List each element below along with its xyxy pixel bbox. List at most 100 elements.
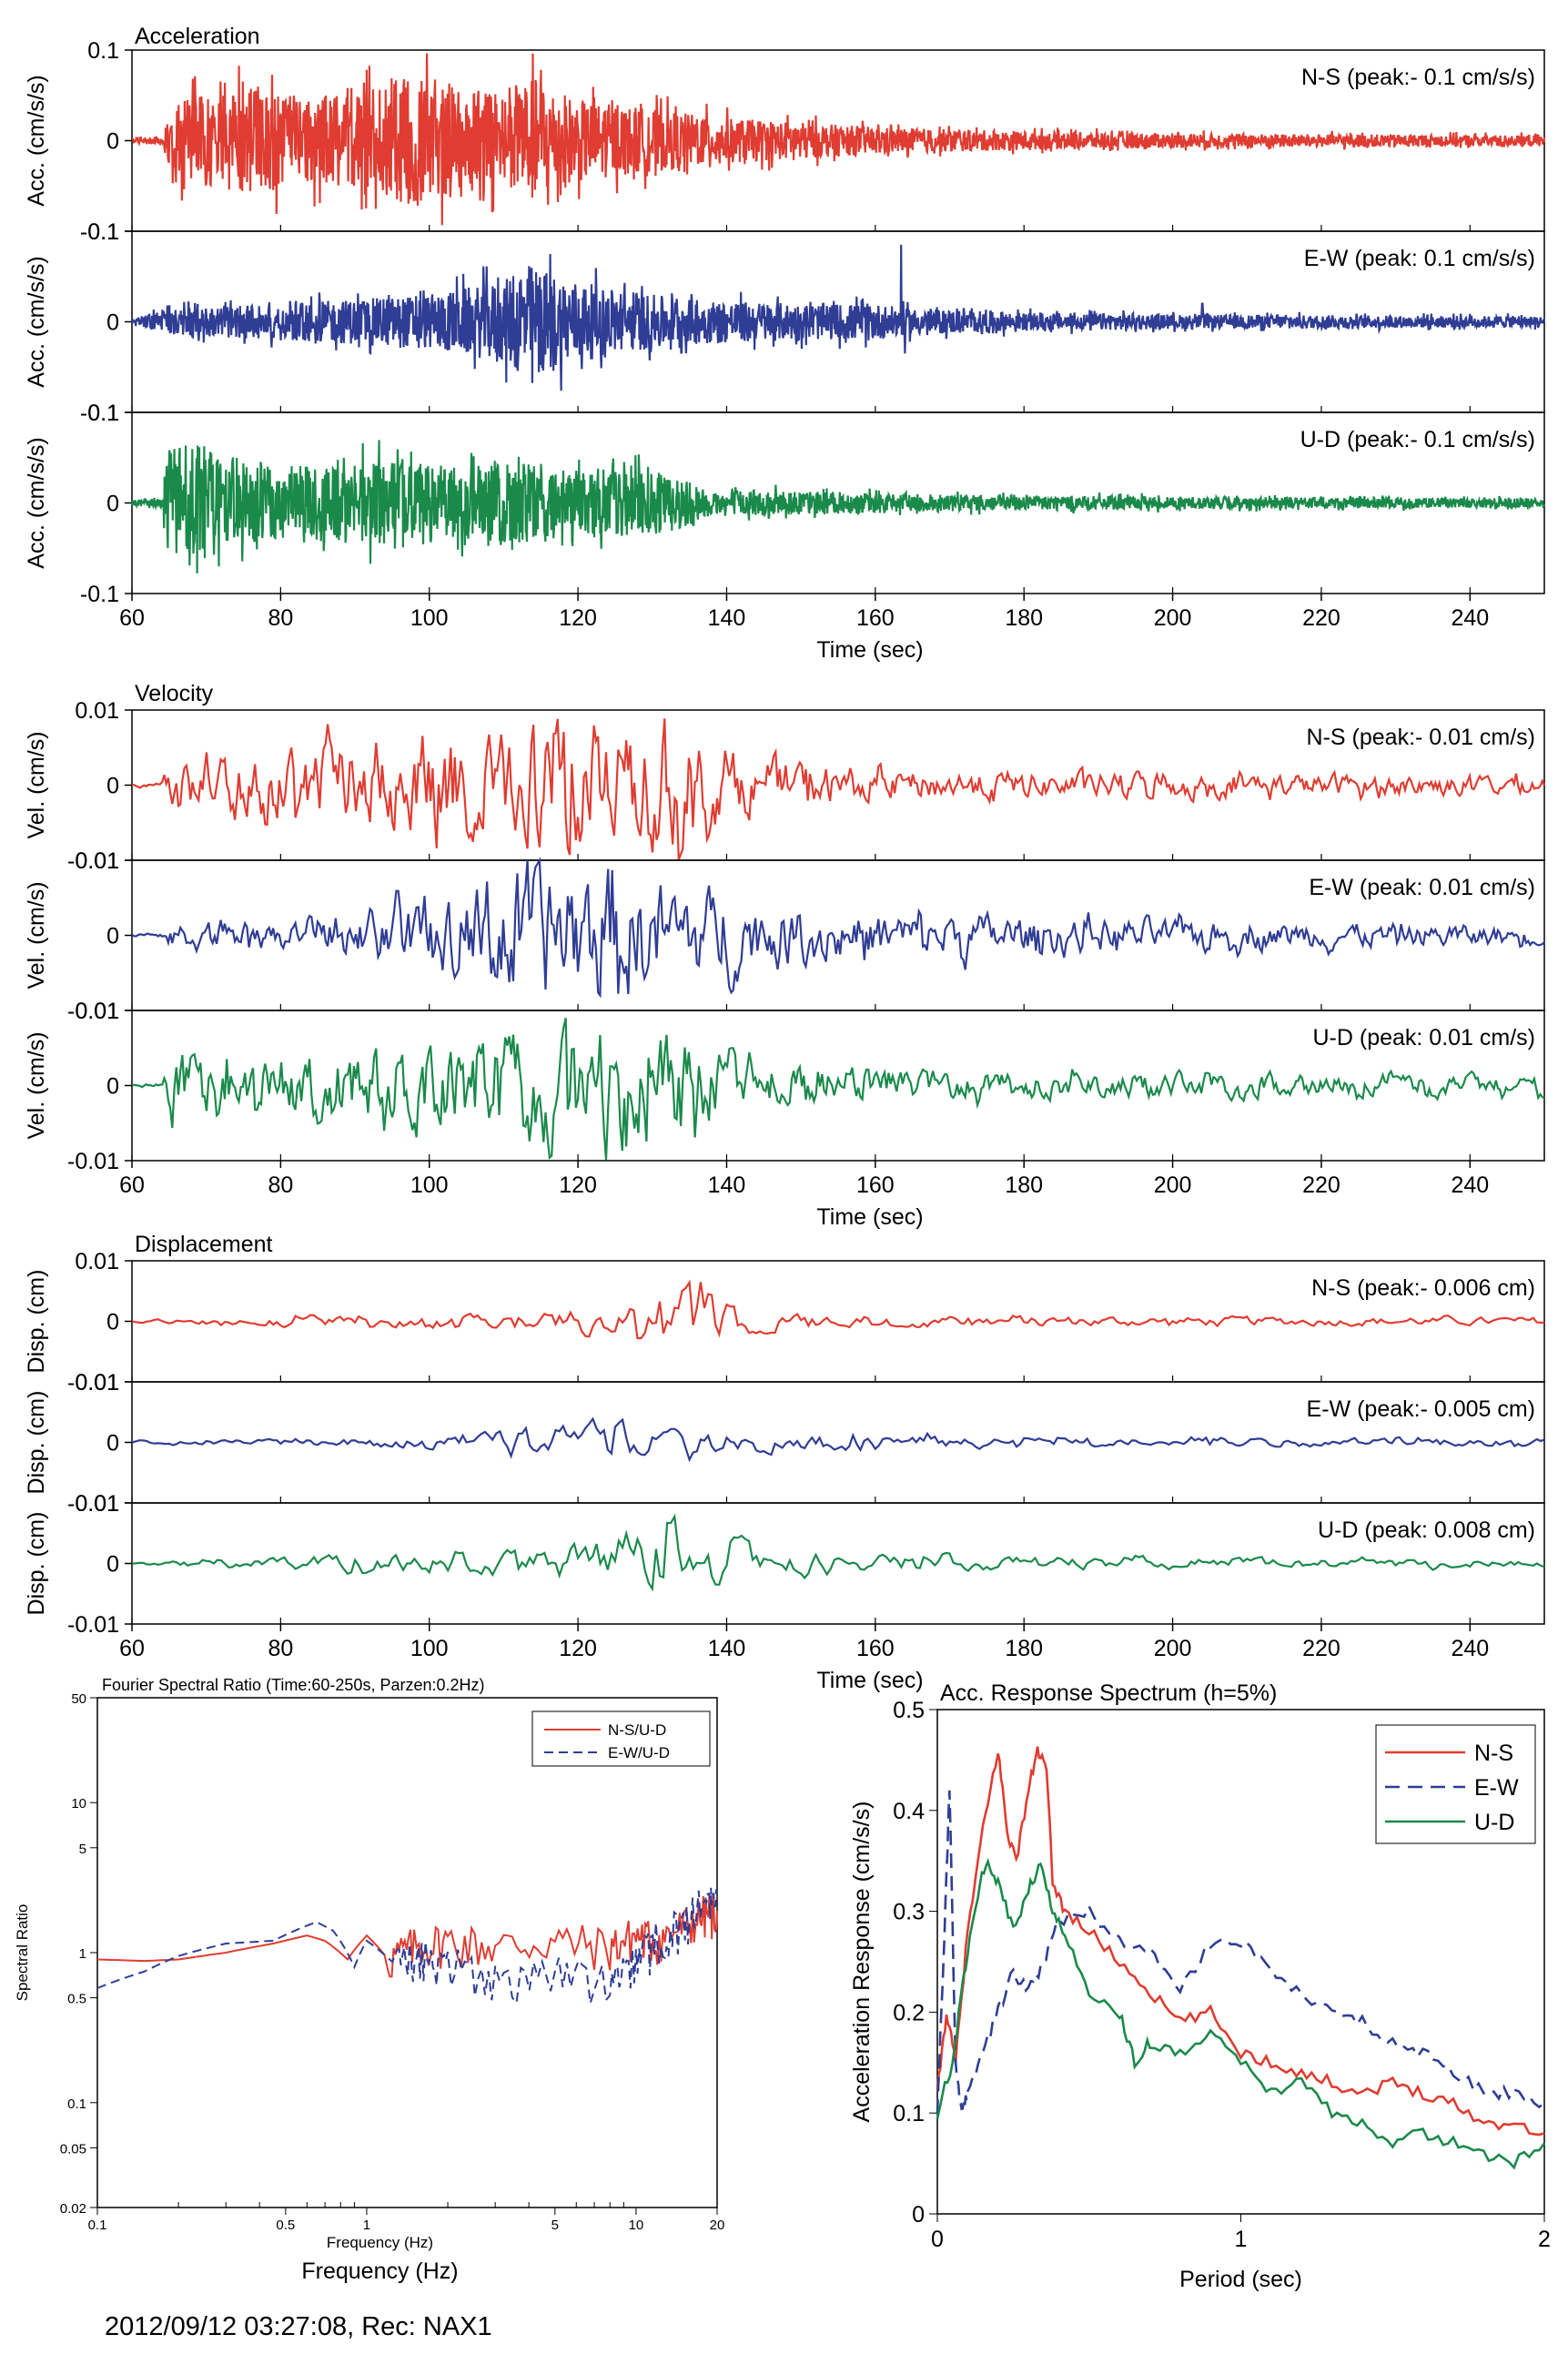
waveform-line bbox=[131, 1279, 1545, 1340]
chart-title: Acc. Response Spectrum (h=5%) bbox=[940, 1680, 1277, 1706]
x-tick-label: 200 bbox=[1154, 605, 1192, 631]
legend-label: N-S/U-D bbox=[608, 1721, 666, 1739]
waveform-line bbox=[131, 1513, 1545, 1592]
x-tick-label: 0 bbox=[931, 2227, 944, 2252]
x-tick-label: 180 bbox=[1005, 605, 1043, 631]
series-label: N-S (peak:- 0.01 cm/s) bbox=[1307, 725, 1535, 750]
x-tick-label: 80 bbox=[268, 1636, 293, 1661]
waveform-line bbox=[131, 1018, 1545, 1160]
panel-acceleration-1: 0.1 0 -0.1 Acc. (cm/s/s) E-W (peak: 0.1 cm/s… bbox=[24, 219, 1546, 426]
y-tick-label: 0.01 bbox=[75, 999, 119, 1024]
y-tick-label: 0.05 bbox=[60, 2141, 86, 2157]
y-tick-label: 0.1 bbox=[893, 2101, 925, 2126]
y-tick-label: 0.1 bbox=[67, 2096, 86, 2112]
x-axis-label: Time (sec) bbox=[816, 1668, 923, 1693]
y-tick-label: -0.01 bbox=[67, 1612, 119, 1638]
legend: N-S/U-D E-W/U-D bbox=[531, 1710, 711, 1767]
series-label: E-W (peak: 0.1 cm/s/s) bbox=[1304, 246, 1535, 271]
y-axis-label: Disp. (cm) bbox=[24, 1391, 49, 1495]
waveform-line bbox=[131, 857, 1545, 999]
waveform-line bbox=[130, 244, 1546, 391]
legend-label: E-W bbox=[1474, 1775, 1519, 1801]
x-tick-label: 20 bbox=[710, 2218, 725, 2233]
y-tick-label: 0 bbox=[106, 1310, 119, 1335]
legend-label: N-S bbox=[1474, 1741, 1513, 1766]
plot-frame bbox=[96, 1697, 718, 2208]
y-tick-label: 5 bbox=[79, 1842, 86, 1857]
y-tick-label: -0.1 bbox=[80, 219, 119, 245]
x-tick-label: 140 bbox=[708, 605, 746, 631]
series-line bbox=[96, 1887, 718, 2005]
y-tick-label: 0 bbox=[106, 129, 119, 155]
y-tick-label: 1 bbox=[79, 1946, 86, 1962]
series-line bbox=[936, 1746, 1545, 2137]
y-tick-label: 0.4 bbox=[893, 1799, 925, 1824]
waveform-line bbox=[130, 440, 1546, 573]
x-tick-label: 140 bbox=[708, 1172, 746, 1198]
series-label: U-D (peak: 0.01 cm/s) bbox=[1312, 1025, 1535, 1051]
y-tick-label: 50 bbox=[71, 1691, 86, 1707]
x-tick-label: 160 bbox=[856, 605, 895, 631]
x-tick-label: 60 bbox=[119, 1172, 145, 1198]
x-tick-label: 240 bbox=[1451, 1172, 1489, 1198]
x-tick-label: 160 bbox=[856, 1172, 895, 1198]
y-tick-label: 0 bbox=[106, 492, 119, 517]
x-axis-label-large: Frequency (Hz) bbox=[301, 2258, 458, 2284]
x-tick-label: 220 bbox=[1302, 605, 1340, 631]
y-tick-label: 0 bbox=[106, 774, 119, 799]
y-tick-label: -0.01 bbox=[67, 999, 119, 1024]
x-tick-label: 5 bbox=[551, 2218, 559, 2233]
y-axis-label: Acc. (cm/s/s) bbox=[24, 256, 49, 387]
y-tick-label: -0.01 bbox=[67, 1491, 119, 1517]
x-tick-label: 0.1 bbox=[88, 2218, 107, 2233]
y-tick-label: 0.02 bbox=[60, 2201, 86, 2217]
group-title: Displacement bbox=[135, 1232, 273, 1257]
y-axis-label: Disp. (cm) bbox=[24, 1512, 49, 1616]
x-tick-label: 100 bbox=[410, 1636, 449, 1661]
series-label: N-S (peak:- 0.006 cm) bbox=[1311, 1275, 1535, 1301]
y-tick-label: 10 bbox=[71, 1796, 86, 1812]
y-tick-label: 0.01 bbox=[75, 1491, 119, 1517]
panel-displacement-0: 0.01 0 -0.01 Disp. (cm) N-S (peak:- 0.006 cm… bbox=[24, 1249, 1545, 1396]
y-tick-label: 0 bbox=[106, 1074, 119, 1100]
waveform-line bbox=[131, 53, 1546, 226]
record-footer: 2012/09/12 03:27:08, Rec: NAX1 bbox=[105, 2312, 492, 2341]
x-tick-label: 1 bbox=[363, 2218, 370, 2233]
y-tick-label: -0.01 bbox=[67, 1370, 119, 1396]
panel-acceleration-2: 0.1 0 -0.1 Acc. (cm/s/s) U-D (peak:- 0.1 cm/… bbox=[24, 401, 1546, 607]
waveform-group-velocity: Velocity 0.01 0 -0.01 Vel. (cm/s) N-S (peak:-… bbox=[24, 681, 1546, 1230]
y-tick-label: 0 bbox=[106, 924, 119, 949]
x-tick-label: 140 bbox=[708, 1636, 746, 1661]
series-line bbox=[936, 1790, 1545, 2115]
legend: N-S E-W U-D bbox=[1375, 1724, 1536, 1844]
x-tick-label: 2 bbox=[1538, 2227, 1551, 2252]
y-tick-label: -0.1 bbox=[80, 401, 119, 426]
x-tick-label: 60 bbox=[119, 605, 145, 631]
y-tick-label: 0.01 bbox=[75, 848, 119, 874]
x-axis-label: Time (sec) bbox=[816, 637, 923, 663]
series-label: N-S (peak:- 0.1 cm/s/s) bbox=[1301, 65, 1535, 90]
y-tick-label: -0.01 bbox=[67, 848, 119, 874]
x-tick-label: 100 bbox=[410, 1172, 449, 1198]
x-tick-label: 160 bbox=[856, 1636, 895, 1661]
panel-displacement-1: 0.01 0 -0.01 Disp. (cm) E-W (peak:- 0.005 cm… bbox=[24, 1370, 1545, 1517]
group-title: Acceleration bbox=[135, 24, 260, 49]
waveform-group-acceleration: Acceleration 0.1 0 -0.1 Acc. (cm/s/s) N-S (pe… bbox=[24, 24, 1546, 663]
y-tick-label: 0.01 bbox=[75, 1249, 119, 1274]
x-tick-label: 240 bbox=[1451, 605, 1489, 631]
legend-box bbox=[531, 1710, 711, 1767]
y-tick-label: 0.01 bbox=[75, 698, 119, 724]
x-axis-label: Time (sec) bbox=[816, 1204, 923, 1230]
y-axis-label: Vel. (cm/s) bbox=[24, 881, 49, 989]
y-tick-label: 0 bbox=[106, 1431, 119, 1457]
x-tick-label: 80 bbox=[268, 1172, 293, 1198]
y-axis-label: Disp. (cm) bbox=[24, 1270, 49, 1374]
y-axis-label: Acceleration Response (cm/s/s) bbox=[849, 1802, 875, 2123]
y-tick-label: 0.1 bbox=[87, 38, 119, 64]
panel-acceleration-0: 0.1 0 -0.1 Acc. (cm/s/s) N-S (peak:- 0.1 cm/… bbox=[24, 38, 1546, 245]
x-tick-label: 80 bbox=[268, 605, 293, 631]
y-axis-label: Vel. (cm/s) bbox=[24, 1031, 49, 1139]
y-tick-label: 0 bbox=[106, 1552, 119, 1578]
y-tick-label: 0.3 bbox=[893, 1900, 925, 1925]
series-label: E-W (peak: 0.01 cm/s) bbox=[1309, 875, 1535, 900]
